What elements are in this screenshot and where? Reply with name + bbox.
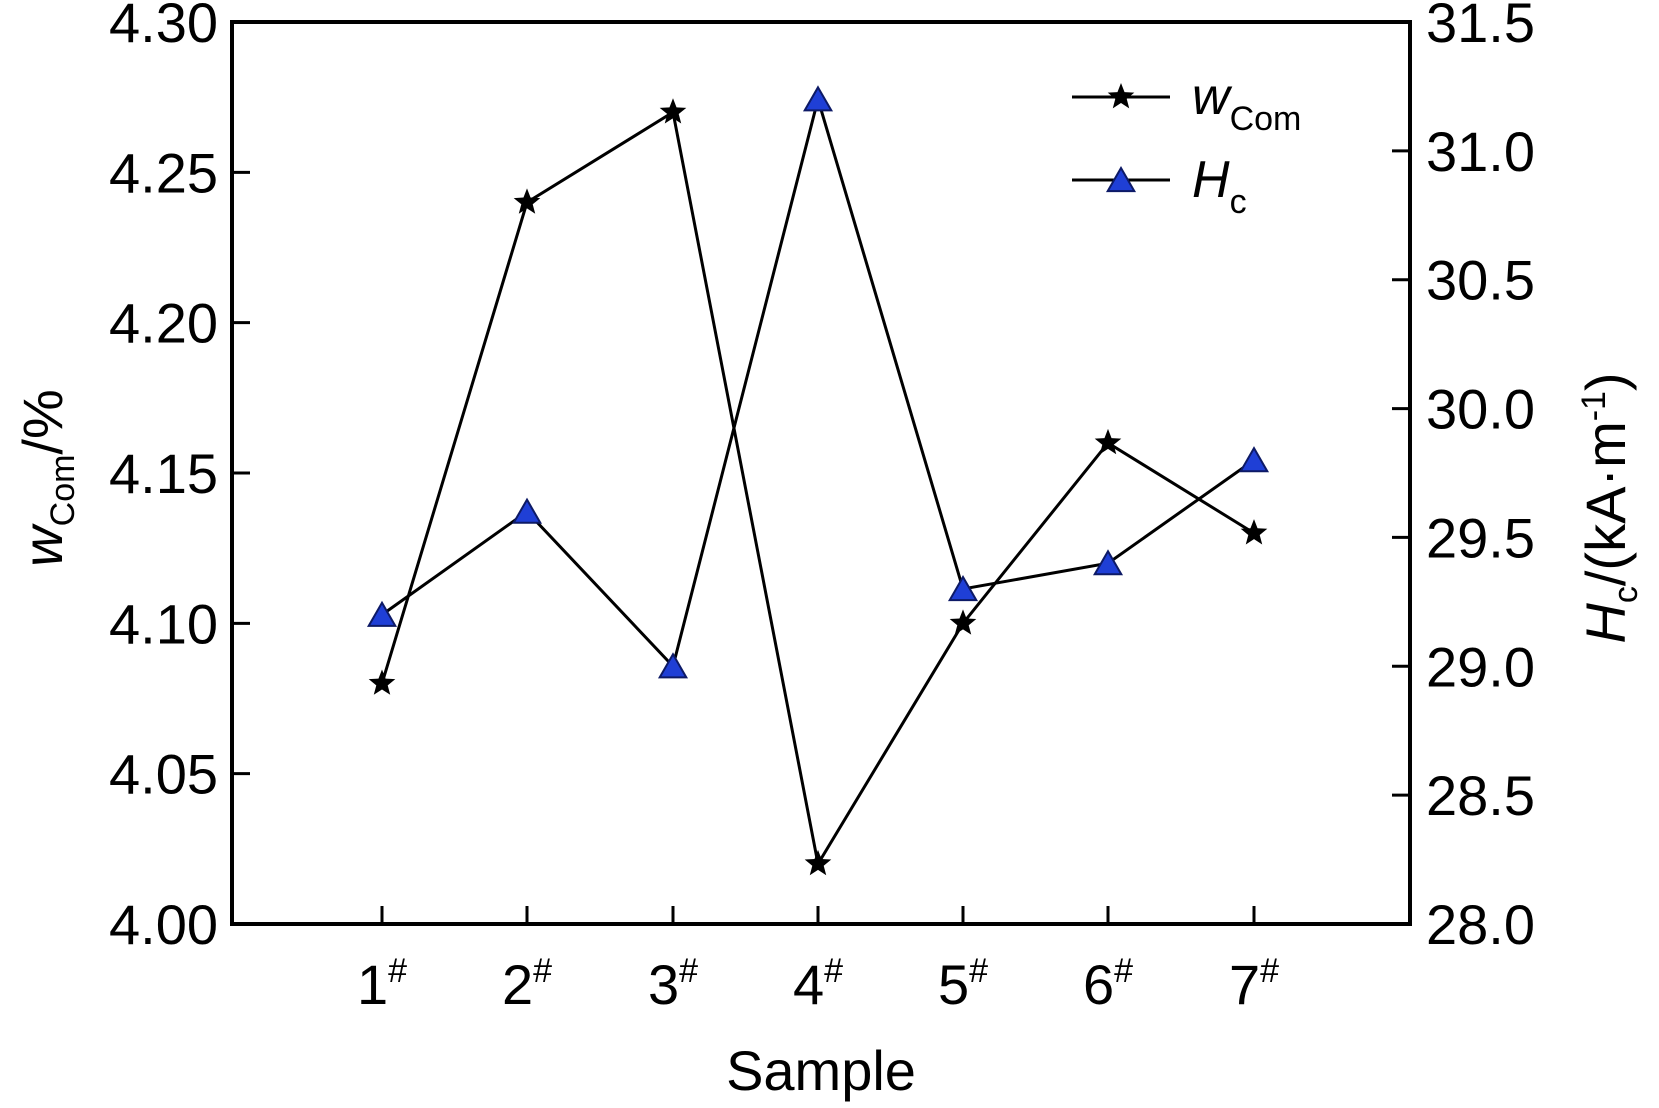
h-c-point [802, 85, 834, 112]
left-axis-title-main: w [11, 523, 74, 567]
right-tick-label: 31.0 [1426, 120, 1535, 183]
legend-entry-w: wCom [1072, 68, 1301, 138]
x-tick-label: 5# [938, 952, 988, 1016]
left-axis-title-sub: Com [44, 455, 82, 527]
left-tick-label: 4.15 [109, 442, 218, 505]
legend-triangle-marker [1105, 165, 1137, 193]
right-axis-title-main: H [1574, 603, 1637, 644]
x-axis-ticks: 1# 2# 3# 4# 5# 6# 7# [357, 906, 1279, 1016]
left-tick-label: 4.20 [109, 292, 218, 355]
x-tick-label: 7# [1229, 952, 1279, 1016]
w-com-point [949, 609, 977, 635]
w-com-point [1094, 428, 1122, 455]
h-c-point [657, 652, 689, 679]
left-tick-label: 4.05 [109, 743, 218, 806]
left-axis-title-suffix: /% [11, 389, 74, 454]
right-axis-ticks: 28.0 28.5 29.0 29.5 30.0 30.5 31.0 31.5 [1392, 0, 1535, 956]
x-tick-label: 6# [1083, 952, 1133, 1016]
right-tick-label: 31.5 [1426, 0, 1535, 54]
legend-star-marker [1107, 83, 1135, 109]
h-c-point [1092, 549, 1124, 576]
x-tick-label: 1# [357, 952, 407, 1016]
x-tick-label: 4# [793, 952, 843, 1016]
left-tick-label: 4.25 [109, 141, 218, 204]
h-c-point [1238, 446, 1270, 473]
w-com-point [1240, 519, 1268, 545]
right-axis-title-close: ) [1574, 372, 1637, 391]
left-tick-label: 4.30 [109, 0, 218, 54]
left-axis-ticks: 4.00 4.05 4.10 4.15 4.20 4.25 4.30 [109, 0, 250, 956]
x-axis-title: Sample [726, 1039, 916, 1102]
right-tick-label: 30.5 [1426, 249, 1535, 312]
left-tick-label: 4.10 [109, 592, 218, 655]
legend: wCom Hc [1072, 68, 1301, 221]
x-tick-label: 2# [502, 952, 552, 1016]
right-axis-title-sub: c [1607, 586, 1645, 603]
series-lines [380, 93, 1255, 868]
w-com-point [659, 98, 687, 124]
right-axis-title: Hc/(kA·m-1) [1574, 372, 1645, 643]
series-markers [366, 85, 1270, 876]
left-tick-label: 4.00 [109, 893, 218, 956]
legend-entry-h: Hc [1072, 151, 1247, 221]
legend-label-h: Hc [1192, 151, 1247, 221]
w-com-point [368, 669, 396, 695]
right-axis-title-sup: -1 [1575, 391, 1613, 421]
right-tick-label: 30.0 [1426, 378, 1535, 441]
h-c-point [511, 497, 543, 524]
right-tick-label: 28.0 [1426, 893, 1535, 956]
right-tick-label: 29.0 [1426, 635, 1535, 698]
right-axis-title-suffix: /(kA·m [1574, 421, 1637, 586]
w-com-point [804, 849, 832, 876]
right-tick-label: 29.5 [1426, 506, 1535, 569]
x-tick-label: 3# [648, 952, 698, 1016]
series-line-w-com [380, 109, 1255, 868]
legend-label-w: wCom [1192, 68, 1301, 138]
w-com-point [513, 188, 541, 214]
left-axis-title: wCom/% [11, 389, 82, 567]
right-tick-label: 28.5 [1426, 764, 1535, 827]
h-c-point [366, 600, 398, 627]
h-c-point [947, 574, 979, 602]
